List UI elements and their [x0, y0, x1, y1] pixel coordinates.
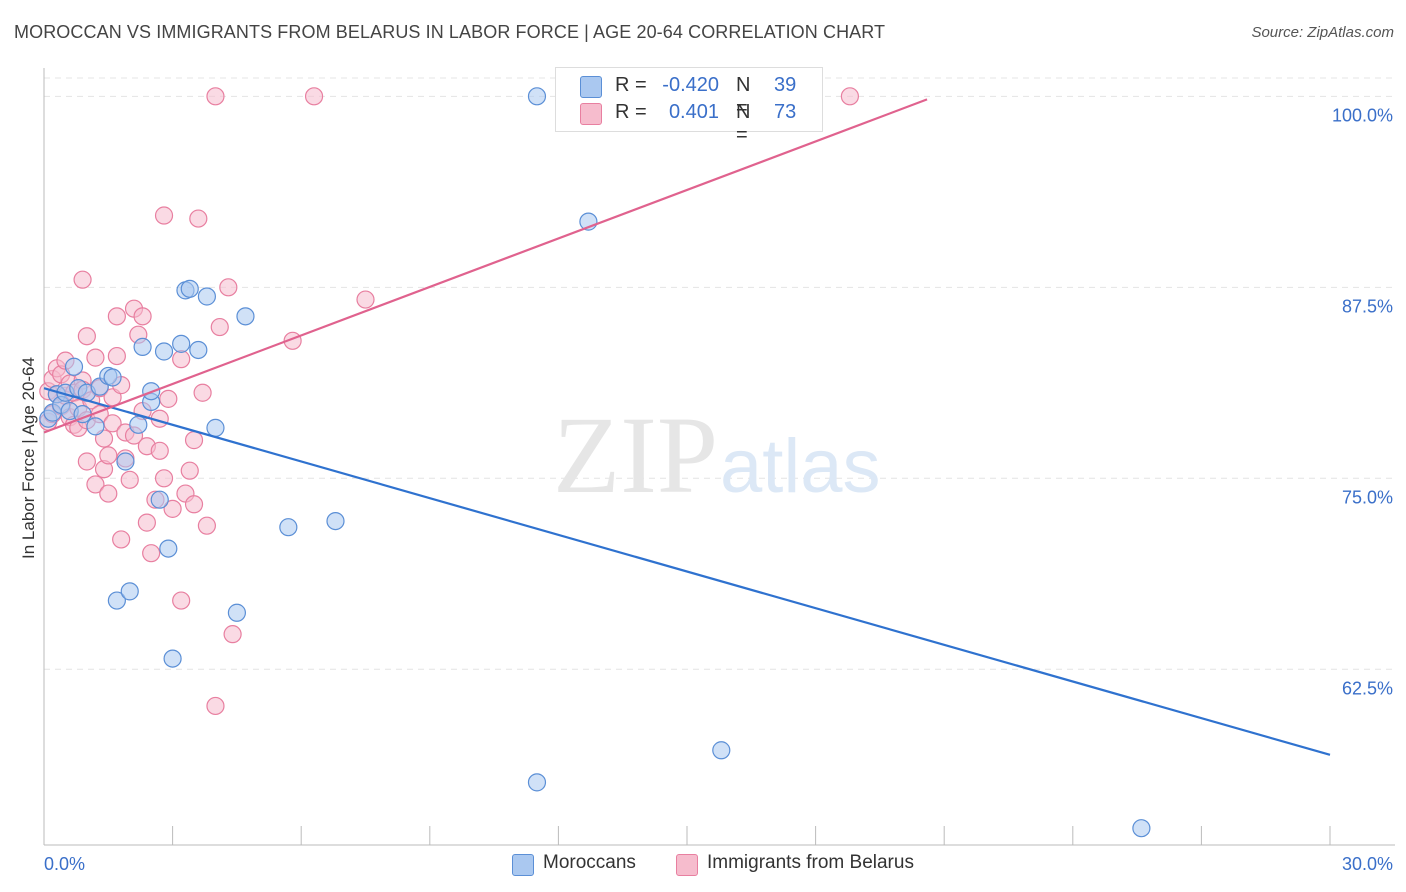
legend-r-value: -0.420: [662, 74, 719, 96]
legend-swatch-blue: [580, 76, 602, 98]
belarus-point: [107, 307, 126, 326]
belarus-point: [219, 278, 238, 297]
belarus-point: [184, 495, 204, 514]
belarus-point: [163, 499, 182, 518]
y-tick-label: 100.0%: [1332, 105, 1393, 125]
moroccan-point: [159, 539, 178, 558]
belarus-point: [112, 530, 131, 549]
belarus-point: [180, 461, 199, 480]
moroccan-point: [120, 582, 139, 601]
moroccan-point: [326, 511, 345, 531]
belarus-point: [142, 544, 161, 563]
moroccan-point: [107, 591, 126, 610]
source-label: Source: ZipAtlas.com: [1251, 24, 1394, 41]
belarus-point: [206, 87, 225, 106]
moroccan-point: [172, 334, 191, 353]
moroccan-point: [129, 415, 148, 434]
moroccan-point: [236, 307, 255, 326]
moroccan-point: [154, 342, 174, 361]
belarus-point: [137, 513, 156, 532]
legend-n-value: 39: [774, 74, 797, 96]
moroccan-point: [527, 87, 547, 106]
legend-r-label: R =: [615, 101, 647, 123]
belarus-point: [223, 625, 242, 644]
watermark-zip: ZIP: [553, 394, 718, 516]
moroccan-point: [116, 452, 135, 471]
belarus-point: [86, 475, 105, 494]
moroccan-point: [189, 340, 208, 360]
belarus-point: [210, 317, 229, 337]
legend-n-label: N =: [736, 74, 751, 119]
legend-r-value: 0.401: [668, 101, 719, 123]
belarus-point: [99, 446, 118, 465]
belarus-trend-line: [43, 98, 928, 434]
x-tick-label: 30.0%: [1342, 854, 1393, 874]
y-tick-label: 87.5%: [1342, 296, 1393, 316]
legend-r-label: R =: [615, 74, 647, 96]
belarus-point: [154, 206, 174, 225]
moroccan-point: [1132, 819, 1151, 838]
belarus-point: [99, 484, 118, 503]
belarus-point: [197, 516, 216, 535]
moroccan-point: [279, 518, 298, 537]
trend-layer: [43, 98, 1331, 756]
y-tick-label: 62.5%: [1342, 678, 1393, 698]
belarus-point: [77, 452, 96, 471]
axis-layer: [43, 68, 1395, 846]
moroccan-point: [86, 417, 105, 436]
moroccan-point: [103, 368, 122, 387]
bottom-legend-label: Immigrants from Belarus: [707, 852, 914, 873]
moroccan-point: [133, 337, 152, 357]
belarus-point: [172, 591, 191, 610]
tick-label-layer: 62.5% 75.0% 87.5% 100.0% 0.0% 30.0%: [44, 105, 1393, 874]
belarus-point: [103, 414, 122, 433]
belarus-point: [133, 307, 152, 326]
belarus-point: [172, 350, 191, 369]
moroccan-point: [163, 649, 182, 668]
belarus-point: [193, 383, 212, 402]
legend-swatch-pink: [580, 103, 602, 125]
belarus-point: [356, 290, 375, 309]
moroccan-point: [197, 287, 216, 306]
belarus-point: [840, 87, 859, 106]
legend-n-value: 73: [774, 101, 797, 123]
belarus-point: [184, 431, 204, 450]
moroccan-point: [227, 603, 246, 622]
moroccan-point: [712, 741, 731, 760]
belarus-point: [189, 209, 208, 228]
x-tick-label: 0.0%: [44, 854, 85, 874]
belarus-point: [154, 469, 174, 488]
stats-legend: R = -0.420 N = 39 R = 0.401 N = 73: [555, 67, 823, 146]
moroccan-point: [180, 279, 199, 298]
belarus-point: [150, 441, 169, 460]
bottom-legend-swatch-pink: [676, 854, 698, 876]
belarus-point: [73, 270, 92, 289]
chart-title: MOROCCAN VS IMMIGRANTS FROM BELARUS IN L…: [14, 22, 886, 42]
moroccan-trend-line: [43, 387, 1331, 756]
belarus-point: [107, 346, 126, 366]
bottom-legend-label: Moroccans: [543, 852, 636, 873]
watermark-atlas: atlas: [720, 424, 881, 509]
points-layer: [39, 87, 1151, 838]
moroccan-point: [64, 357, 84, 376]
belarus-point: [206, 696, 225, 716]
belarus-point: [304, 87, 324, 106]
belarus-point: [120, 470, 139, 489]
belarus-point: [77, 327, 96, 346]
belarus-point: [159, 389, 178, 408]
bottom-legend-swatch-blue: [512, 854, 534, 876]
belarus-point: [86, 348, 105, 367]
moroccan-point: [150, 490, 169, 509]
legend-n-label: N =: [736, 101, 751, 146]
y-tick-label: 75.0%: [1342, 487, 1393, 507]
moroccan-point: [527, 773, 547, 792]
moroccan-point: [206, 418, 225, 437]
